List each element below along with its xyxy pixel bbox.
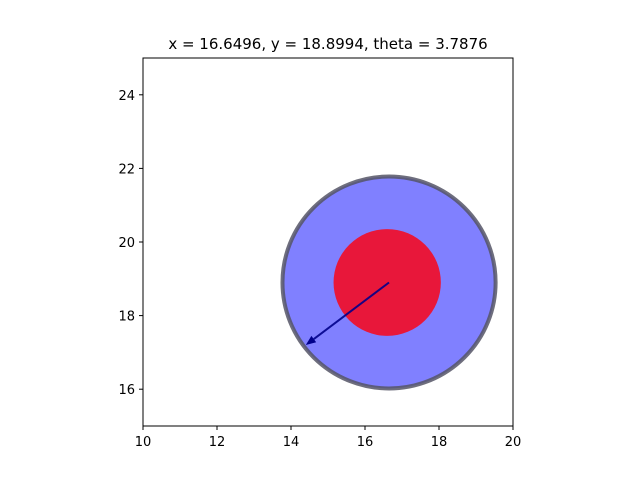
y-tick-label: 22: [118, 162, 135, 177]
y-tick-label: 24: [118, 89, 135, 104]
y-tick-label: 16: [118, 383, 135, 398]
inner-circle: [333, 229, 441, 336]
chart-title: x = 16.6496, y = 18.8994, theta = 3.7876: [168, 35, 487, 53]
x-tick-label: 16: [357, 435, 374, 450]
heading-arrow-head: [305, 335, 317, 346]
x-tick-label: 10: [135, 435, 152, 450]
x-tick-label: 18: [431, 435, 448, 450]
y-tick-label: 18: [118, 310, 135, 325]
x-tick-label: 14: [283, 435, 300, 450]
x-axis: 10 12 14 16 18 20: [135, 426, 522, 450]
x-tick-label: 12: [209, 435, 226, 450]
x-tick-label: 20: [505, 435, 522, 450]
y-tick-label: 20: [118, 236, 135, 251]
heading-arrow-shaft: [313, 281, 390, 340]
y-axis: 16 18 20 22 24: [118, 89, 143, 398]
plot-area: [280, 174, 498, 391]
